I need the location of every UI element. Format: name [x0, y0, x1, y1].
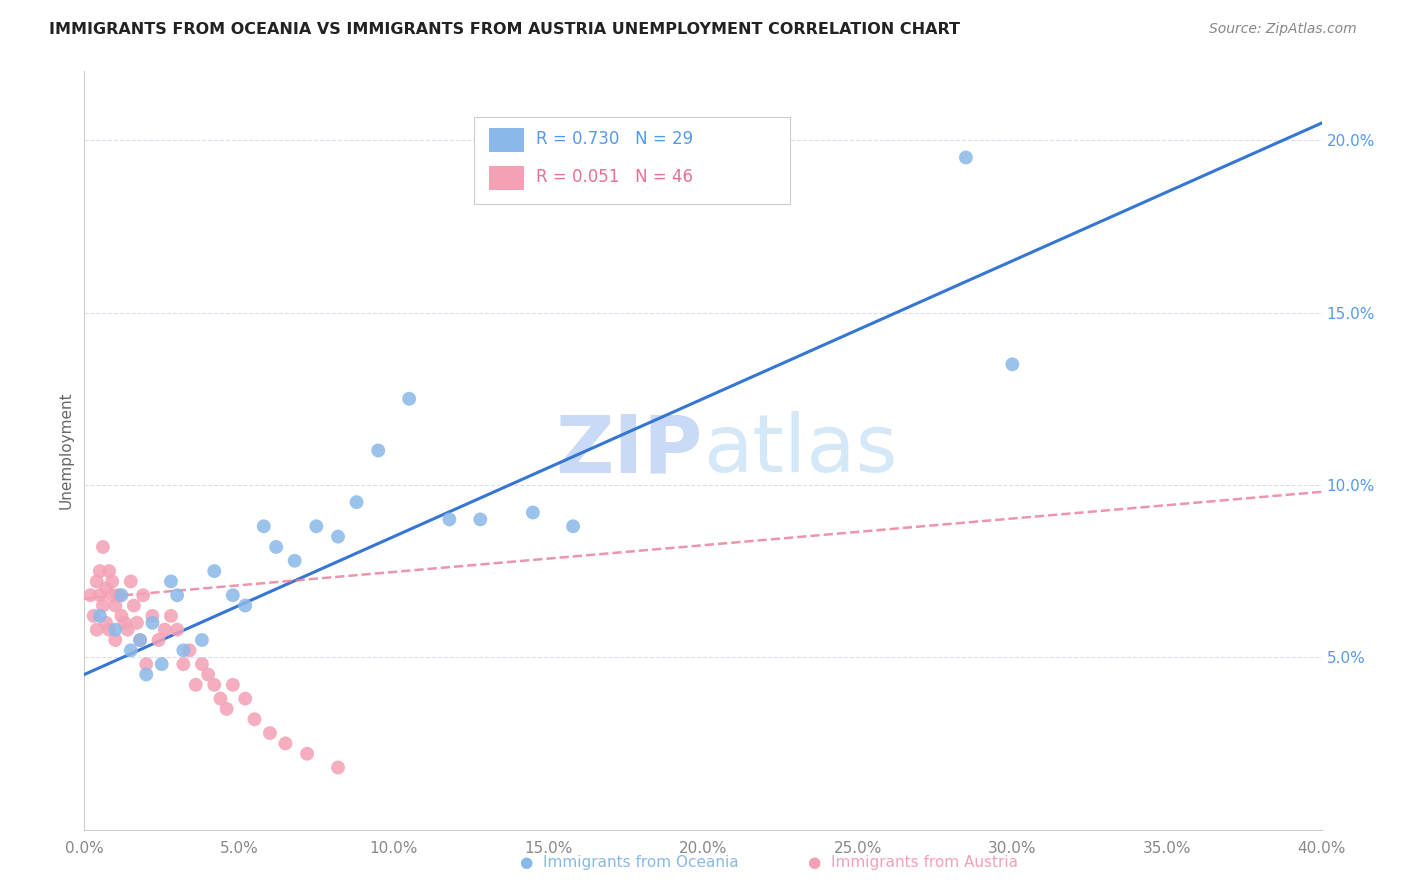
- Point: [172, 657, 194, 672]
- Point: [233, 599, 256, 613]
- Point: [79, 588, 101, 602]
- Point: [122, 599, 145, 613]
- Point: [222, 678, 245, 692]
- Point: [98, 564, 121, 578]
- Text: R = 0.051   N = 46: R = 0.051 N = 46: [536, 168, 693, 186]
- Point: [215, 702, 238, 716]
- Point: [179, 643, 201, 657]
- Point: [166, 623, 188, 637]
- Point: [120, 643, 142, 657]
- Point: [160, 608, 183, 623]
- Point: [305, 519, 328, 533]
- Point: [191, 657, 214, 672]
- Point: [83, 608, 105, 623]
- Text: ●  Immigrants from Austria: ● Immigrants from Austria: [808, 855, 1018, 870]
- Point: [107, 588, 129, 602]
- Point: [284, 554, 307, 568]
- Point: [104, 599, 127, 613]
- Point: [222, 588, 245, 602]
- Point: [104, 623, 127, 637]
- Point: [125, 615, 148, 630]
- Point: [470, 512, 492, 526]
- Y-axis label: Unemployment: Unemployment: [58, 392, 73, 509]
- Point: [89, 564, 111, 578]
- Point: [104, 633, 127, 648]
- Point: [522, 506, 544, 520]
- Text: IMMIGRANTS FROM OCEANIA VS IMMIGRANTS FROM AUSTRIA UNEMPLOYMENT CORRELATION CHAR: IMMIGRANTS FROM OCEANIA VS IMMIGRANTS FR…: [49, 22, 960, 37]
- Point: [91, 540, 114, 554]
- Point: [202, 678, 225, 692]
- Point: [86, 574, 108, 589]
- Point: [197, 667, 219, 681]
- Point: [150, 657, 173, 672]
- Point: [101, 574, 124, 589]
- Point: [1001, 357, 1024, 371]
- Point: [172, 643, 194, 657]
- Text: R = 0.730   N = 29: R = 0.730 N = 29: [536, 130, 693, 148]
- FancyBboxPatch shape: [474, 117, 790, 204]
- Point: [132, 588, 155, 602]
- Point: [153, 623, 176, 637]
- Point: [117, 623, 139, 637]
- Point: [141, 615, 163, 630]
- Point: [253, 519, 276, 533]
- Point: [295, 747, 318, 761]
- Point: [114, 615, 136, 630]
- Point: [209, 691, 232, 706]
- Point: [264, 540, 287, 554]
- Point: [86, 623, 108, 637]
- Point: [160, 574, 183, 589]
- Text: ●  Immigrants from Oceania: ● Immigrants from Oceania: [520, 855, 738, 870]
- Point: [367, 443, 389, 458]
- Point: [110, 588, 132, 602]
- Text: Source: ZipAtlas.com: Source: ZipAtlas.com: [1209, 22, 1357, 37]
- Point: [346, 495, 368, 509]
- Point: [129, 633, 152, 648]
- Point: [148, 633, 170, 648]
- Text: ZIP: ZIP: [555, 411, 703, 490]
- Point: [202, 564, 225, 578]
- Bar: [489, 128, 523, 153]
- Point: [135, 657, 157, 672]
- Point: [191, 633, 214, 648]
- Point: [129, 633, 152, 648]
- Point: [110, 608, 132, 623]
- Point: [233, 691, 256, 706]
- Point: [326, 530, 349, 544]
- Point: [135, 667, 157, 681]
- Point: [243, 712, 266, 726]
- Point: [94, 582, 117, 596]
- Point: [259, 726, 281, 740]
- Text: atlas: atlas: [703, 411, 897, 490]
- Point: [326, 760, 349, 774]
- Point: [166, 588, 188, 602]
- Point: [955, 151, 977, 165]
- Point: [184, 678, 207, 692]
- Point: [91, 599, 114, 613]
- Point: [141, 608, 163, 623]
- Point: [89, 588, 111, 602]
- Point: [274, 736, 297, 750]
- Point: [398, 392, 420, 406]
- Point: [439, 512, 461, 526]
- Point: [101, 588, 124, 602]
- Point: [89, 608, 111, 623]
- Point: [98, 623, 121, 637]
- Point: [94, 615, 117, 630]
- Bar: [489, 166, 523, 190]
- Point: [562, 519, 585, 533]
- Point: [120, 574, 142, 589]
